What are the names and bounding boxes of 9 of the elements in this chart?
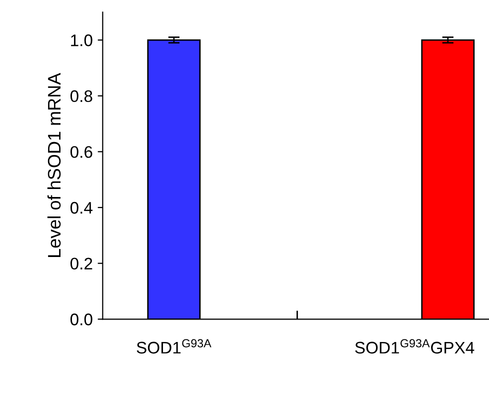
y-axis-title: Level of hSOD1 mRNA bbox=[47, 72, 61, 257]
x-tick-label: SOD1$^{G93A}$ bbox=[136, 339, 212, 354]
y-tick-label: 0.0 bbox=[70, 314, 92, 326]
y-tick-label: 0.4 bbox=[70, 202, 92, 214]
y-tick-label: 0.8 bbox=[70, 90, 92, 102]
x-tick-label: SOD1$^{G93A}$GPX4 bbox=[355, 339, 474, 354]
y-tick-label: 1.0 bbox=[71, 34, 92, 46]
y-tick-label: 0.2 bbox=[70, 258, 92, 270]
y-tick-label: 0.6 bbox=[70, 146, 92, 158]
